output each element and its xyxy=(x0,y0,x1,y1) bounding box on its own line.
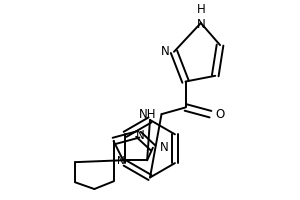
Text: N: N xyxy=(196,18,205,31)
Text: O: O xyxy=(215,108,224,121)
Text: N: N xyxy=(160,45,169,58)
Text: N: N xyxy=(117,156,125,166)
Text: H: H xyxy=(196,3,205,16)
Text: N: N xyxy=(136,129,145,142)
Text: NH: NH xyxy=(139,108,157,121)
Text: N: N xyxy=(160,141,168,154)
